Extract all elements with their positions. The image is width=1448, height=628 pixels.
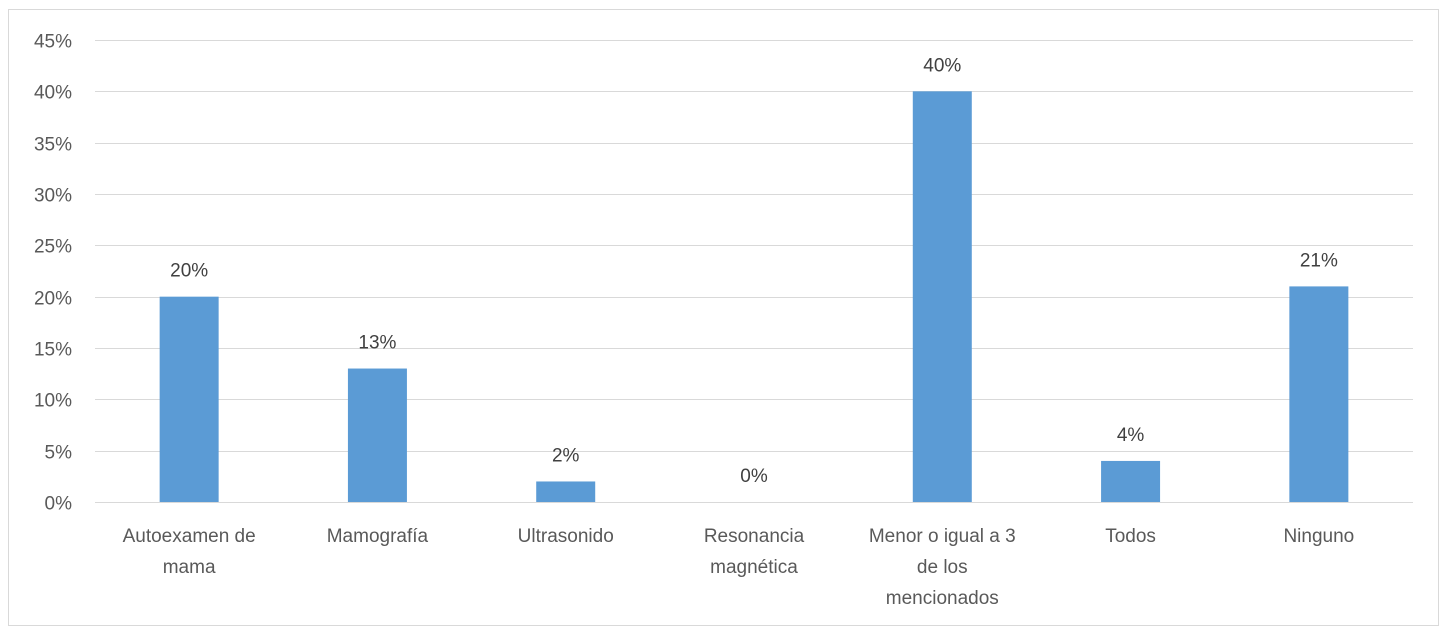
y-tick-label: 40% bbox=[34, 83, 72, 104]
x-category-label: Ninguno bbox=[1283, 526, 1354, 547]
x-category-label: Autoexamen de mama bbox=[123, 526, 256, 578]
data-label: 21% bbox=[1300, 250, 1338, 271]
y-tick-label: 15% bbox=[34, 340, 72, 361]
data-label: 0% bbox=[740, 466, 768, 487]
bar bbox=[536, 481, 596, 502]
y-tick-label: 10% bbox=[34, 391, 72, 412]
x-category-label: Ultrasonido bbox=[518, 526, 614, 547]
data-label: 20% bbox=[170, 261, 208, 282]
y-tick-label: 25% bbox=[34, 237, 72, 258]
y-axis: 0% 5% 10% 15% 20% 25% 30% 35% 40% 45% bbox=[34, 32, 72, 515]
chart-frame bbox=[8, 9, 1439, 626]
y-tick-label: 30% bbox=[34, 186, 72, 207]
x-category-label: Mamografía bbox=[327, 526, 429, 547]
data-labels: 20% 13% 2% 0% 40% 4% 21% bbox=[170, 55, 1338, 487]
bar bbox=[1101, 460, 1161, 502]
data-label: 40% bbox=[923, 55, 961, 76]
bar bbox=[1289, 286, 1349, 502]
bar bbox=[912, 91, 972, 502]
y-tick-label: 5% bbox=[45, 443, 73, 464]
y-tick-label: 45% bbox=[34, 32, 72, 53]
data-label: 4% bbox=[1117, 425, 1145, 446]
bar bbox=[159, 296, 219, 502]
y-tick-label: 0% bbox=[45, 494, 73, 515]
bars bbox=[159, 91, 1349, 502]
data-label: 2% bbox=[552, 445, 580, 466]
y-tick-label: 35% bbox=[34, 135, 72, 156]
x-axis: Autoexamen de mama Mamografía Ultrasonido Re… bbox=[123, 526, 1355, 609]
x-category-label: Todos bbox=[1105, 526, 1156, 547]
gridlines bbox=[95, 40, 1413, 503]
x-category-label: Resonancia magnética bbox=[704, 526, 805, 578]
x-category-label: Menor o igual a 3 de los mencionados bbox=[869, 526, 1016, 609]
y-tick-label: 20% bbox=[34, 289, 72, 310]
bar bbox=[347, 368, 407, 502]
data-label: 13% bbox=[358, 333, 396, 354]
